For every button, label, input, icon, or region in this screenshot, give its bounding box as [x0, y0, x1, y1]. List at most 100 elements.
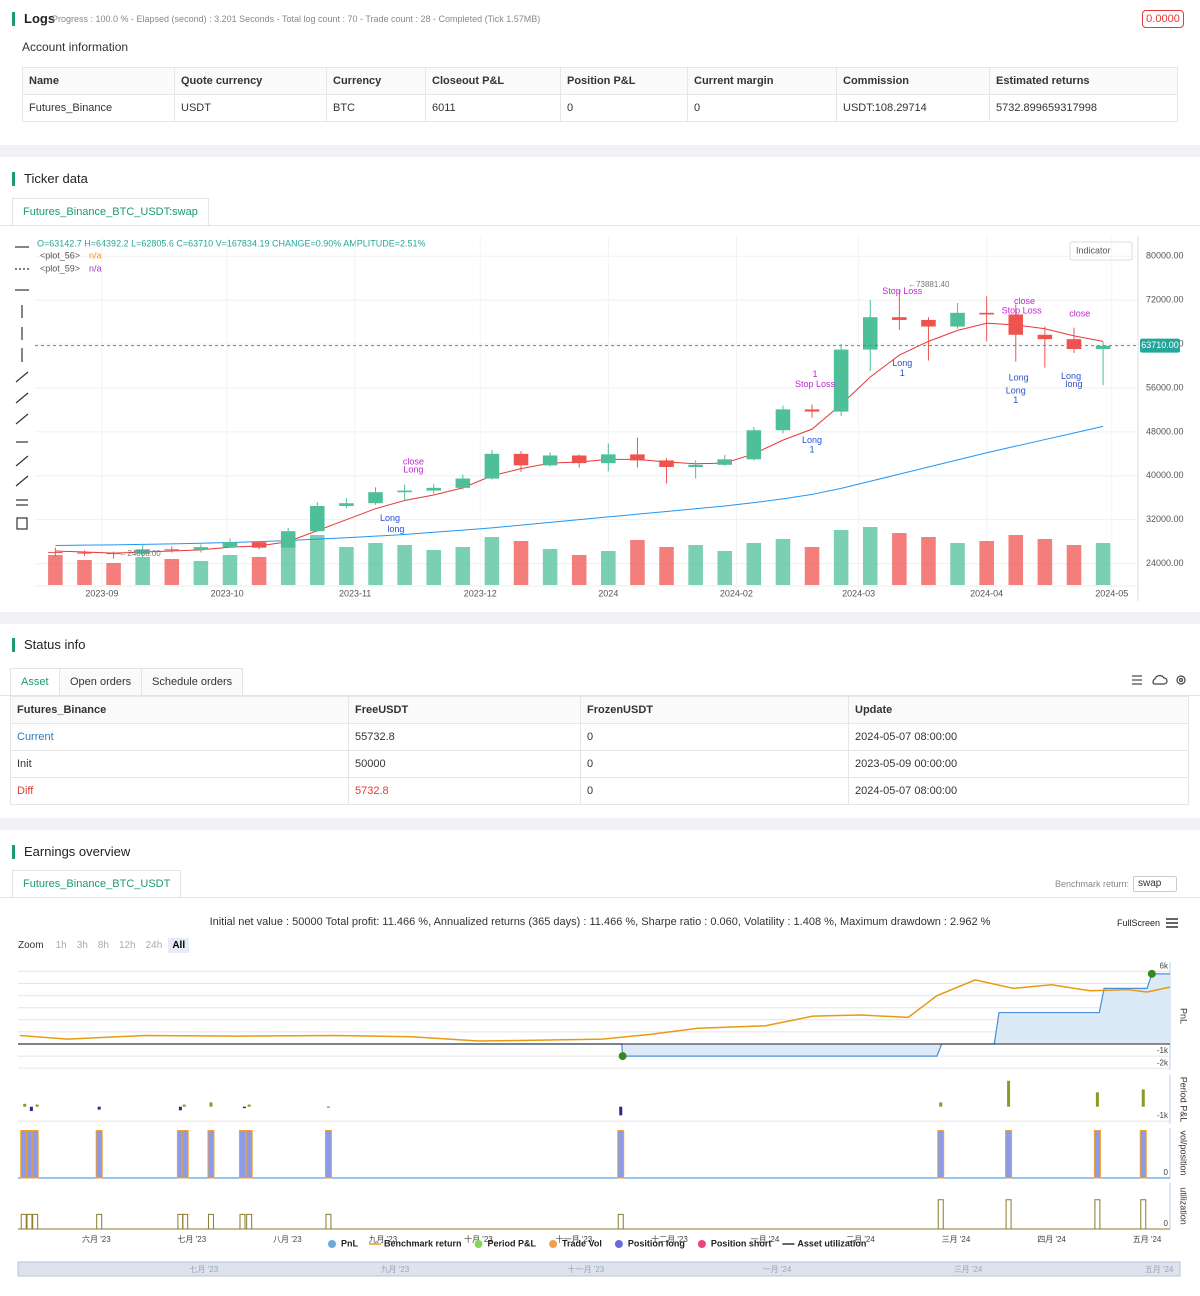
utilization-pulse	[182, 1213, 189, 1230]
volume-bar	[1037, 539, 1053, 585]
zoom-button[interactable]: 3h	[76, 940, 88, 951]
table-cell: 55732.8	[348, 723, 581, 751]
legend-name: <plot_59>	[40, 263, 80, 273]
x-tick-label: 十一月 '23	[556, 1234, 593, 1244]
volume-bar	[164, 559, 180, 585]
menu-icon[interactable]	[1165, 917, 1179, 929]
table-cell: USDT:108.29714	[836, 94, 990, 122]
moving-average	[55, 322, 1104, 554]
trade-signal: 1	[900, 368, 905, 378]
legend-label[interactable]: Benchmark return	[384, 1238, 462, 1248]
summary: Initial net value : 50000 Total profit: …	[209, 916, 991, 928]
position-bar	[1005, 1130, 1013, 1179]
utilization-pulse	[937, 1199, 944, 1230]
zoom-button[interactable]: 24h	[145, 940, 163, 951]
indicator-button[interactable]	[1069, 241, 1133, 261]
candle-body	[601, 454, 616, 464]
x-tick-label: 2024	[598, 588, 618, 598]
candle-body	[484, 453, 500, 479]
utilization-pulse	[246, 1213, 253, 1230]
table-cell: 2024-05-07 08:00:00	[848, 777, 1189, 805]
last-price-box	[1140, 338, 1180, 353]
zoom-button[interactable]: All	[168, 938, 190, 953]
extreme-label: ←24888.00	[119, 549, 161, 558]
position-bar	[238, 1130, 246, 1179]
drawing-toolbar	[15, 246, 29, 530]
volume-bar	[106, 563, 121, 585]
trade-signal: Long	[380, 513, 400, 523]
legend-label[interactable]: Position long	[628, 1238, 685, 1248]
utilization-pulse	[96, 1213, 103, 1230]
volume-bar	[833, 530, 849, 585]
account-title: Account information	[22, 40, 129, 54]
table-tools[interactable]	[1128, 672, 1190, 688]
moving-average	[55, 425, 1104, 546]
table-cell: 0	[580, 777, 849, 805]
y-tick-label: -1k	[1157, 1046, 1169, 1055]
trade-signal: long	[1065, 379, 1082, 389]
utilization-pulse	[20, 1213, 27, 1230]
y-tick-label: -1k	[1157, 1111, 1169, 1120]
legend-label[interactable]: Asset utilization	[797, 1238, 866, 1248]
period-pnl-bar	[178, 1106, 182, 1111]
utilization-pulse	[207, 1213, 214, 1230]
legend-label[interactable]: PnL	[341, 1238, 359, 1248]
y-tick-label: 40000.00	[1146, 470, 1184, 480]
zoom-button[interactable]: 1h	[55, 940, 67, 951]
column-header: Closeout P&L	[425, 67, 561, 95]
volume-bar	[804, 547, 820, 585]
candle-body	[630, 454, 645, 461]
trade-signal: Long	[892, 358, 912, 368]
status-table-wrap: Futures_Binance FreeUSDT FrozenUSDT Update C…	[10, 696, 1189, 805]
zoom-button[interactable]: 12h	[118, 940, 136, 951]
y-tick-label: -2k	[1157, 1058, 1169, 1067]
table-cell: 6011	[425, 94, 561, 122]
tab-line	[0, 225, 1200, 226]
x-tick-label: 三月 '24	[942, 1235, 971, 1244]
position-bar	[1139, 1130, 1147, 1179]
position-bar	[31, 1130, 39, 1179]
candle-body	[892, 317, 907, 320]
x-tick-label: 十二月 '23	[651, 1234, 688, 1244]
candle-body	[339, 503, 354, 506]
fullscreen-button[interactable]: FullScreen	[1117, 918, 1161, 928]
utilization-pulse	[1094, 1199, 1101, 1230]
legend-label[interactable]: Position short	[711, 1238, 772, 1248]
position-bar	[25, 1130, 33, 1179]
position-bar	[20, 1130, 28, 1179]
volume-bar	[1066, 545, 1082, 585]
table-cell: 2024-05-07 08:00:00	[848, 723, 1189, 751]
volume-bar	[251, 557, 267, 585]
indicator-label[interactable]: Indicator	[1076, 245, 1111, 255]
last-price-label: 63710.00	[1141, 340, 1179, 350]
status-tab[interactable]: Schedule orders	[141, 668, 244, 695]
zoom-label: Zoom	[18, 940, 44, 951]
benchmark-select[interactable]: swap	[1133, 876, 1177, 892]
status-tab[interactable]: Open orders	[59, 668, 143, 695]
volume-bar	[222, 555, 238, 585]
candlestick-chart: O=63142.7 H=64392.2 L=62805.6 C=63710 V=…	[35, 236, 1184, 601]
pnl-marker	[618, 1052, 627, 1061]
legend-swatch	[614, 1240, 623, 1248]
ticker-tab[interactable]: Futures_Binance_BTC_USDT:swap	[12, 198, 209, 225]
tab-line	[0, 695, 1200, 696]
status-tab[interactable]: Asset	[10, 668, 60, 695]
column-header: Futures_Binance	[10, 696, 349, 724]
table-cell: USDT	[174, 94, 327, 122]
navigator[interactable]	[17, 1261, 1181, 1277]
y-tick-label: 48000.00	[1146, 426, 1184, 436]
data-table: Name Quote currency Currency Closeout P&L Po…	[22, 67, 1178, 122]
axis-title: PnL	[1179, 1008, 1189, 1024]
zoom-button[interactable]: 8h	[97, 940, 109, 951]
candle-body	[135, 549, 150, 554]
candle-body	[368, 492, 383, 504]
column-header: FrozenUSDT	[580, 696, 849, 724]
earnings-tab[interactable]: Futures_Binance_BTC_USDT	[12, 870, 182, 897]
trade-signal: Long	[1006, 386, 1026, 396]
candle-body	[950, 312, 965, 327]
legend-swatch	[474, 1240, 483, 1248]
earnings-title: Earnings overview	[12, 845, 130, 859]
legend-label[interactable]: Period P&L	[488, 1238, 537, 1248]
legend-label[interactable]: Trade Vol	[562, 1238, 602, 1248]
